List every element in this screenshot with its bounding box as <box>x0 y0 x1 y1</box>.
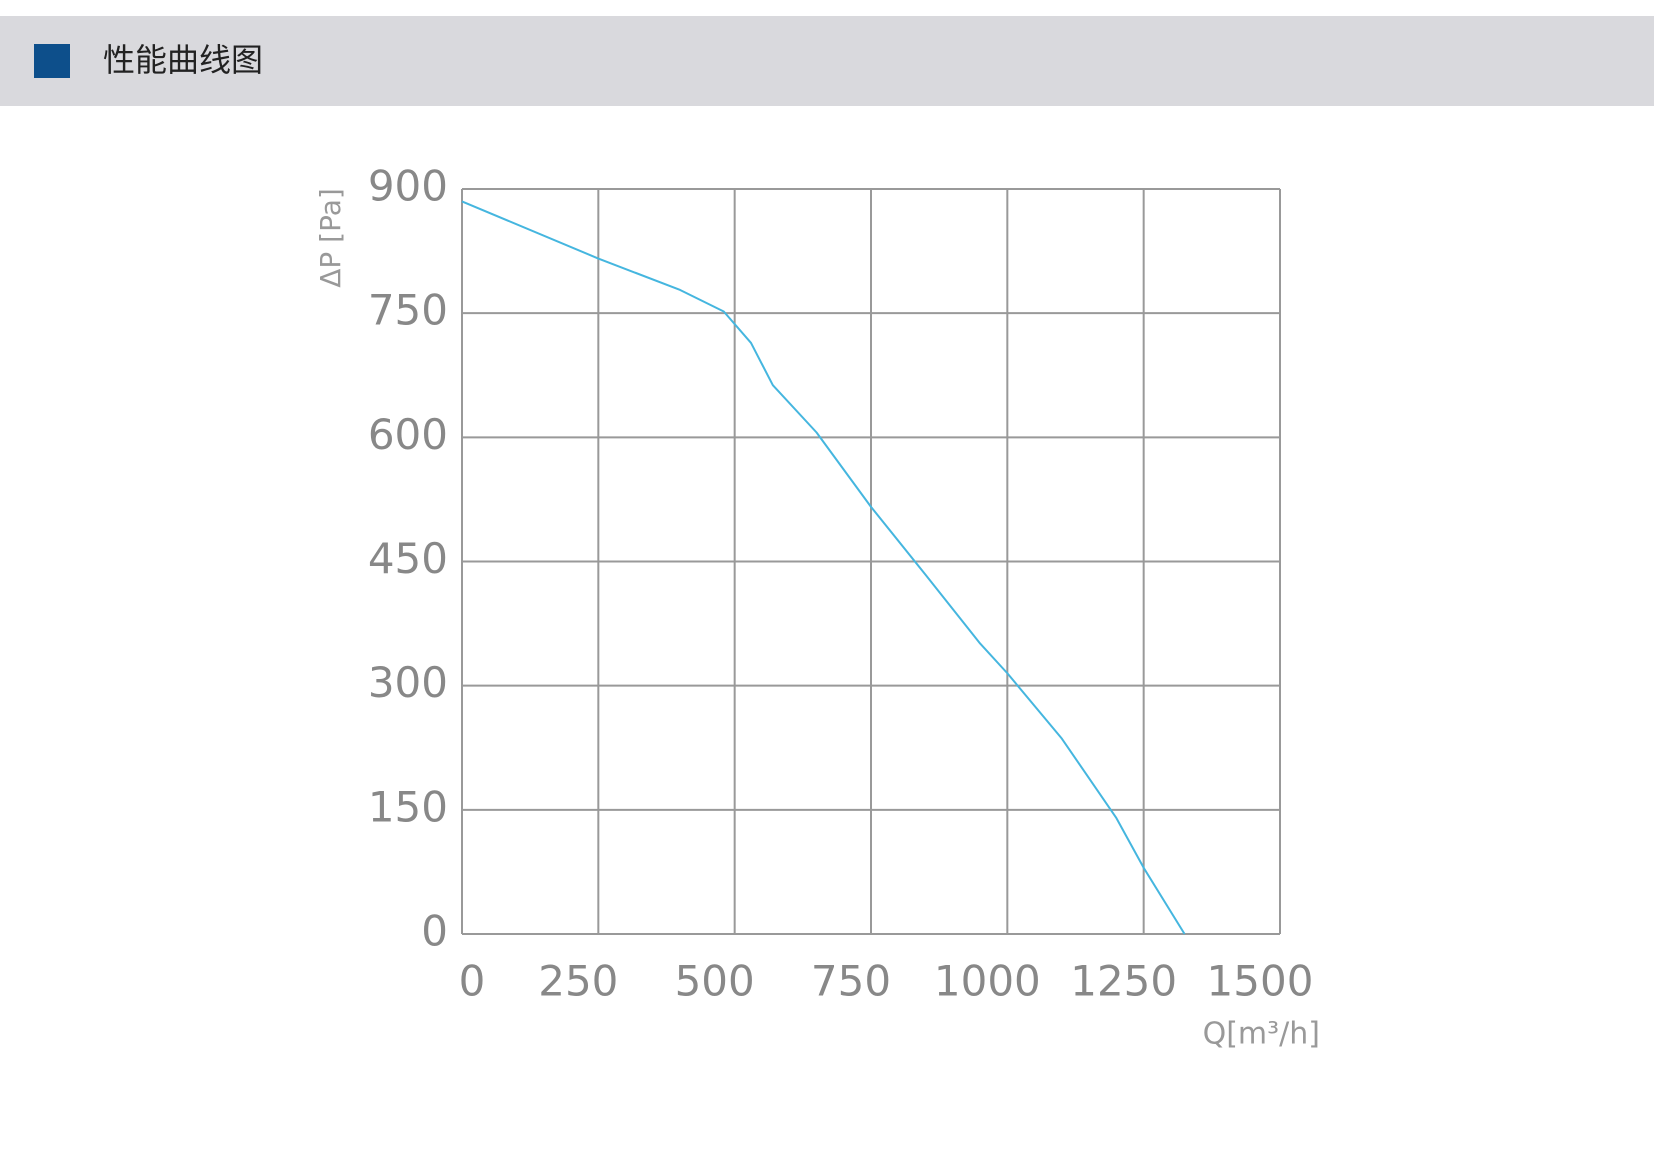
x-tick-label: 250 <box>538 957 618 1006</box>
x-tick-label: 1500 <box>1207 957 1314 1006</box>
x-tick-label: 1000 <box>934 957 1041 1006</box>
y-axis-label: ΔP [Pa] <box>314 188 347 288</box>
header-bar <box>0 16 1654 106</box>
y-tick-label: 600 <box>368 410 448 459</box>
y-tick-label: 900 <box>368 162 448 211</box>
y-tick-label: 450 <box>368 534 448 583</box>
y-tick-label: 300 <box>368 658 448 707</box>
x-axis-label: Q[m³/h] <box>1203 1017 1320 1052</box>
x-tick-label: 500 <box>675 957 755 1006</box>
x-tick-label: 750 <box>811 957 891 1006</box>
y-tick-label: 150 <box>368 782 448 831</box>
data-line <box>461 200 1186 935</box>
x-tick-label: 1250 <box>1070 957 1177 1006</box>
header-title: 性能曲线图 <box>103 41 263 79</box>
y-tick-label: 0 <box>421 907 448 956</box>
y-tick-label: 750 <box>368 286 448 335</box>
header-icon <box>34 44 70 78</box>
x-tick-label: 0 <box>459 957 486 1006</box>
